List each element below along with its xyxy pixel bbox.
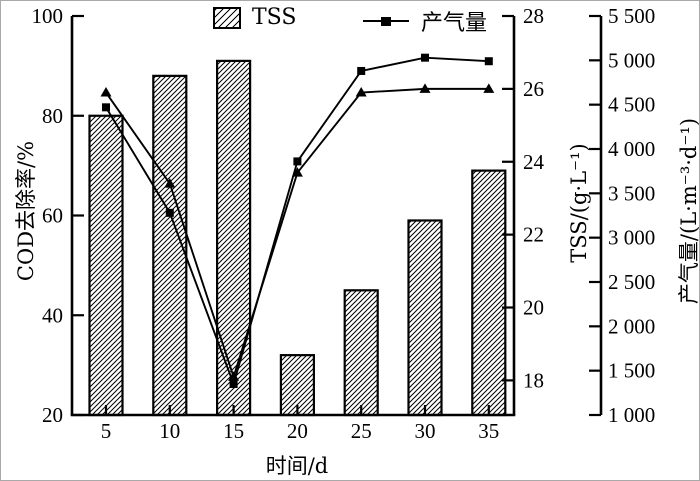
- square-marker-day-30: [421, 53, 429, 62]
- triangle-marker-day-5: [100, 87, 112, 97]
- square-marker-day-5: [102, 103, 110, 112]
- tss-axis-tick-label: 24: [523, 150, 545, 174]
- gas-axis-title: 产气量/(L·m⁻³·d⁻¹): [677, 117, 700, 305]
- square-marker-day-25: [357, 66, 366, 75]
- left-axis-title: COD去除率/%: [14, 140, 38, 282]
- tss-axis-tick-label: 22: [523, 223, 544, 247]
- gas-axis-tick-label: 5 000: [608, 48, 655, 72]
- square-marker-day-10: [165, 208, 174, 217]
- left-axis-tick-label: 60: [42, 204, 63, 228]
- x-axis-title: 时间/d: [265, 454, 329, 478]
- tss-axis-title: TSS/(g·L⁻¹): [567, 143, 591, 263]
- legend-item-gas: 产气量: [363, 5, 487, 37]
- legend-label-tss: TSS: [252, 5, 297, 30]
- legend-label-gas: 产气量: [421, 11, 488, 36]
- tss-axis-tick-label: 28: [523, 4, 544, 28]
- x-axis-tick-label: 10: [159, 419, 180, 443]
- square-marker-day-15: [229, 379, 238, 388]
- left-axis-tick-label: 80: [42, 104, 63, 128]
- left-axis-tick-label: 20: [42, 403, 63, 427]
- gas-line-swatch-icon: [363, 11, 409, 31]
- gas-axis-tick-label: 2 500: [608, 270, 655, 294]
- left-axis-tick-label: 40: [42, 303, 63, 327]
- x-axis-tick-label: 30: [415, 419, 436, 443]
- bar-day-10: [152, 74, 188, 417]
- gas-axis-tick-label: 4 500: [608, 93, 655, 117]
- gas-axis-tick-label: 1 500: [608, 359, 655, 383]
- gas-axis-tick-label: 1 000: [608, 403, 655, 427]
- left-axis-tick-label: 100: [32, 4, 64, 28]
- bar-day-30: [407, 219, 443, 417]
- x-axis-tick-label: 35: [478, 419, 499, 443]
- triangle-marker-day-25: [355, 87, 367, 97]
- bar-day-35: [471, 169, 507, 417]
- square-marker-day-20: [293, 157, 302, 166]
- bar-day-5: [88, 114, 124, 417]
- x-axis-tick-label: 20: [287, 419, 308, 443]
- tss-bar-swatch-icon: [213, 6, 241, 29]
- triangle-marker-day-35: [483, 83, 495, 93]
- tss-axis-tick-label: 20: [523, 296, 544, 320]
- x-axis-tick-label: 25: [351, 419, 372, 443]
- x-axis-tick-label: 15: [223, 419, 244, 443]
- square-marker-day-35: [484, 57, 493, 66]
- tss-axis-tick-label: 26: [523, 77, 544, 101]
- triangle-marker-day-30: [419, 83, 431, 93]
- legend-item-tss: TSS: [213, 5, 296, 30]
- tss-axis-tick-label: 18: [523, 368, 544, 392]
- x-axis-tick-label: 5: [101, 419, 112, 443]
- gas-axis-tick-label: 2 000: [608, 314, 655, 338]
- bar-day-25: [343, 289, 379, 417]
- gas-axis-tick-label: 3 000: [608, 226, 655, 250]
- triangle-marker-day-10: [164, 178, 176, 188]
- bar-day-15: [216, 59, 252, 417]
- gas-axis-tick-label: 4 000: [608, 137, 655, 161]
- gas-axis-tick-label: 5 500: [608, 4, 655, 28]
- gas-axis-tick-label: 3 500: [608, 181, 655, 205]
